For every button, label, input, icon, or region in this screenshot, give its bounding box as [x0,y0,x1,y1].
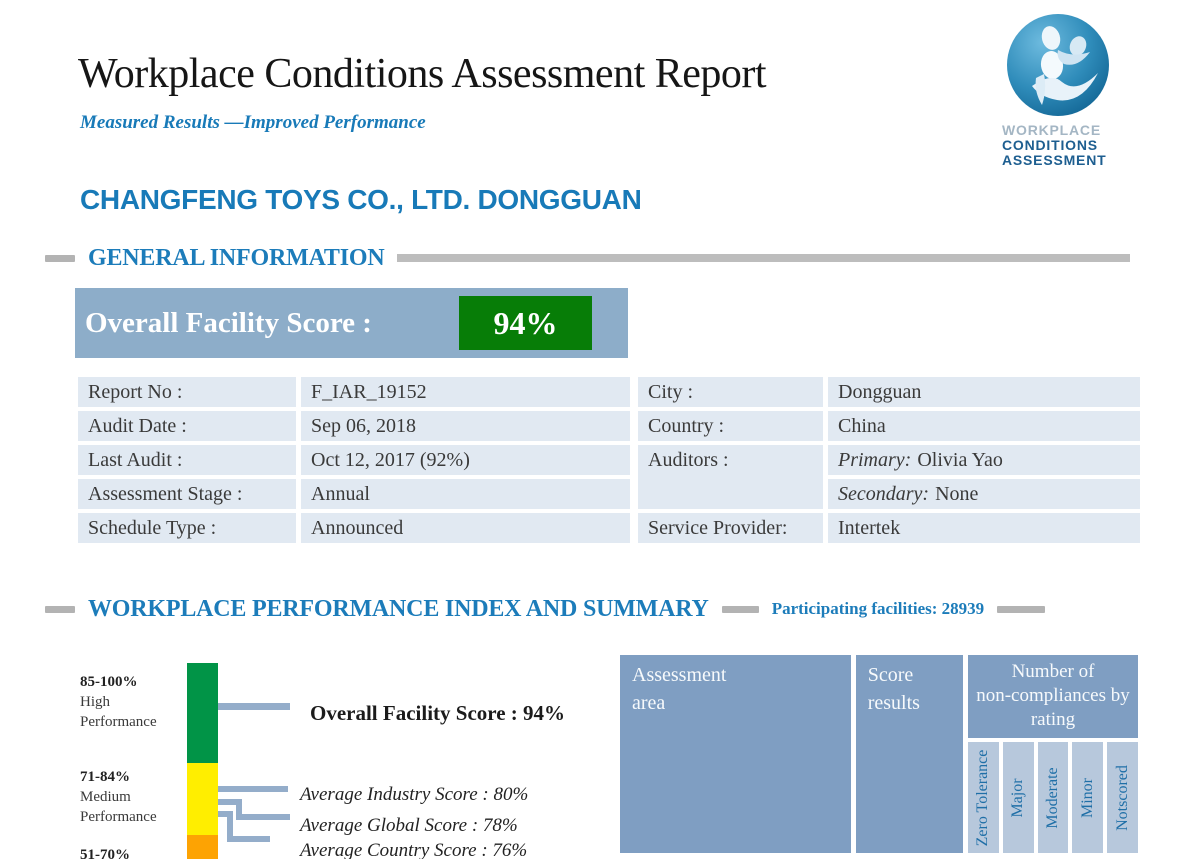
band-label-medium: 71-84% Medium Performance [80,767,157,827]
rating-label: Zero Tolerance [974,749,992,846]
summary-col-score-results-label: Score results [867,664,920,714]
info-label: Assessment Stage : [78,479,296,509]
rating-label: Notscored [1113,764,1131,831]
dash-decor [721,605,759,613]
performance-index-bar [187,663,218,859]
auditor-primary-name: Olivia Yao [917,449,1003,471]
band-line2: Performance [80,809,157,825]
bar-segment-high [187,663,218,763]
band-range: 51-70% [80,847,130,859]
dash-decor [997,605,1046,613]
info-value: Oct 12, 2017 (92%) [301,445,630,475]
rating-cell-moderate: Moderate [1037,742,1069,853]
info-label: Schedule Type : [78,513,296,543]
summary-col-assessment-area: Assessment area [620,655,851,853]
info-value-city: Dongguan [828,377,1140,407]
logo-line-workplace: WORKPLACE [1002,122,1101,138]
connector-global-seg [236,814,290,820]
connector-overall [218,703,290,710]
summary-col-score-results: Score results [855,655,963,853]
band-range: 71-84% [80,769,130,785]
summary-noncompliances-label: Number of non‑compliances by rating [976,661,1130,730]
connector-country-seg [227,836,270,842]
logo-line-conditions: CONDITIONS [1002,137,1098,153]
line-decor [397,254,1130,262]
wca-logo: WORKPLACE CONDITIONS ASSESSMENT [1002,12,1118,168]
info-value: Announced [301,513,630,543]
dash-decor [45,254,75,262]
section-header-general: GENERAL INFORMATION [45,243,1130,273]
auditor-secondary-name: None [935,483,979,505]
band-line1: Medium [80,789,131,805]
band-label-low: 51-70% [80,845,130,859]
info-value: F_IAR_19152 [301,377,630,407]
chart-average-industry: Average Industry Score : 80% [300,784,529,805]
bar-segment-medium [187,763,218,835]
summary-col-assessment-area-label: Assessment area [632,664,727,714]
info-value: Annual [301,479,630,509]
rating-cell-zero-tolerance: Zero Tolerance [968,742,999,853]
company-name: CHANGFENG TOYS CO., LTD. DONGGUAN [80,184,642,215]
section-header-performance: WORKPLACE PERFORMANCE INDEX AND SUMMARY … [45,592,1132,626]
auditor-secondary-label: Secondary: [838,483,930,505]
rating-cell-notscored: Notscored [1107,742,1138,853]
connector-industry [218,786,288,792]
summary-table: Assessment area Score results Number of … [620,655,1138,853]
connector-global-seg [236,799,242,820]
section-title-general: GENERAL INFORMATION [88,244,385,271]
chart-overall-score: Overall Facility Score : 94% [310,701,566,725]
connector-country-seg [227,811,233,842]
chart-average-country: Average Country Score : 76% [300,840,528,859]
auditor-primary-label: Primary: [838,449,912,471]
summary-col-noncompliances: Number of non‑compliances by rating Zero… [968,655,1138,853]
general-info-table-right: City : Dongguan Country : China Auditors… [638,377,1140,543]
rating-cell-major: Major [1002,742,1034,853]
info-label-country: Country : [638,411,823,441]
overall-score-label: Overall Facility Score : [85,306,372,339]
rating-label: Major [1009,777,1027,818]
connector-country-seg [218,811,233,817]
page-title: Workplace Conditions Assessment Report [78,51,767,97]
info-value: Sep 06, 2018 [301,411,630,441]
rating-label: Moderate [1043,766,1061,829]
info-label: Last Audit : [78,445,296,475]
overall-score-value: 94% [459,296,592,350]
bar-segment-low [187,835,218,859]
band-line1: High [80,694,110,710]
overall-score-banner: Overall Facility Score : 94% [75,288,628,358]
participating-facilities: Participating facilities: 28939 [771,599,985,618]
info-value-auditor-primary: Primary: Olivia Yao [828,445,1140,475]
dash-decor [45,605,75,613]
page-subtitle: Measured Results —Improved Performance [80,112,426,133]
logo-line-assessment: ASSESSMENT [1002,152,1107,168]
rating-cell-minor: Minor [1072,742,1104,853]
band-range: 85-100% [80,674,138,690]
band-label-high: 85-100% High Performance [80,672,157,732]
wca-logo-icon [1007,14,1109,116]
info-label-city: City : [638,377,823,407]
connector-global-seg [218,799,242,805]
summary-rating-subheaders: Zero Tolerance Major Moderate Minor Nots… [968,742,1138,853]
rating-label: Minor [1078,777,1096,818]
chart-average-global: Average Global Score : 78% [300,815,518,836]
info-value-provider: Intertek [828,513,1140,543]
info-value-auditor-secondary: Secondary: None [828,479,1140,509]
info-label-auditors: Auditors : [638,445,823,509]
info-label-provider: Service Provider: [638,513,823,543]
section-title-performance: WORKPLACE PERFORMANCE INDEX AND SUMMARY [88,595,709,622]
summary-noncompliances-header: Number of non‑compliances by rating [968,655,1138,738]
general-info-table-left: Report No : F_IAR_19152 Audit Date : Sep… [78,377,630,543]
info-label: Audit Date : [78,411,296,441]
band-line2: Performance [80,714,157,730]
info-label: Report No : [78,377,296,407]
info-value-country: China [828,411,1140,441]
